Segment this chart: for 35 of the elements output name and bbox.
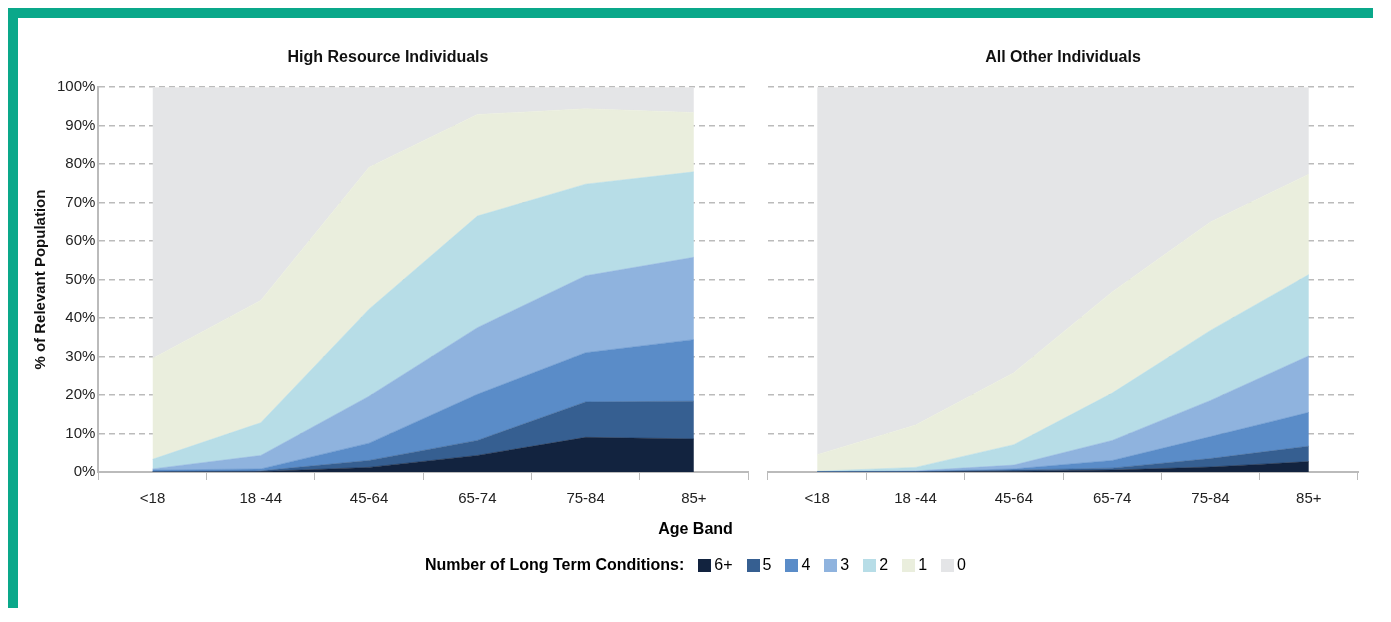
y-tick-label: 80% bbox=[65, 154, 96, 172]
x-tick-label: 85+ bbox=[1296, 489, 1322, 507]
y-tick-label: 70% bbox=[65, 192, 96, 210]
chart-title: All Other Individuals bbox=[985, 48, 1141, 66]
x-tick-label: 85+ bbox=[681, 489, 707, 507]
x-tick-label: 65-74 bbox=[1092, 489, 1132, 507]
y-tick-label: 60% bbox=[65, 231, 96, 249]
x-tick-label: 45-64 bbox=[994, 489, 1034, 507]
legend-label: 3 bbox=[840, 556, 850, 574]
legend-label: 5 bbox=[762, 556, 772, 574]
x-tick-label: <18 bbox=[804, 489, 830, 507]
legend-label: 4 bbox=[801, 556, 811, 574]
legend-label: 2 bbox=[879, 556, 889, 574]
chart-title: High Resource Individuals bbox=[287, 48, 489, 66]
x-tick-label: 18 -44 bbox=[239, 489, 283, 507]
x-tick-label: 18 -44 bbox=[894, 489, 937, 507]
x-tick-label: 65-74 bbox=[458, 489, 497, 507]
y-tick-label: 20% bbox=[65, 385, 96, 403]
x-tick-label: 75-84 bbox=[566, 489, 605, 507]
x-tick-label: <18 bbox=[139, 489, 166, 507]
legend-label: 1 bbox=[918, 556, 928, 574]
x-tick-label: 75-84 bbox=[1191, 489, 1230, 507]
y-tick-label: 50% bbox=[65, 269, 96, 287]
y-axis-title: % of Relevant Population bbox=[31, 189, 49, 370]
legend-title: Number of Long Term Conditions: bbox=[425, 556, 685, 574]
y-tick-label: 90% bbox=[65, 115, 96, 133]
x-axis-title: Age Band bbox=[657, 520, 734, 538]
y-tick-label: 0% bbox=[73, 462, 96, 480]
y-tick-label: 30% bbox=[65, 346, 96, 364]
y-tick-label: 10% bbox=[65, 423, 96, 441]
legend-label: 6+ bbox=[714, 556, 733, 574]
y-tick-label: 40% bbox=[65, 308, 96, 326]
legend-label: 0 bbox=[957, 556, 966, 574]
y-tick-label: 100% bbox=[56, 77, 96, 95]
x-tick-label: 45-64 bbox=[349, 489, 389, 507]
